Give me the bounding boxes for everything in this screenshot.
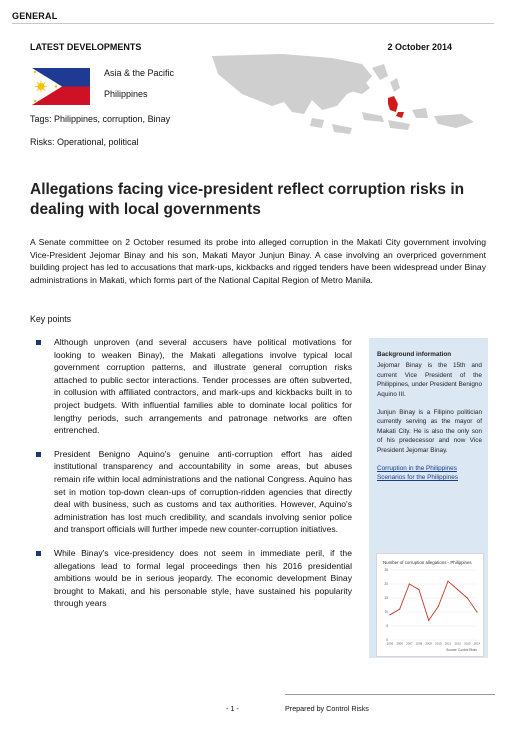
x-tick-label: 2008	[416, 642, 423, 646]
background-para-junjun: Junjun Binay is a Filipino politician cu…	[377, 409, 482, 454]
x-tick-label: 2009	[425, 642, 432, 646]
section-label: GENERAL	[12, 11, 58, 21]
chart-source: Source: Control Risks	[446, 648, 477, 652]
background-para-jejomar: Jejomar Binay is the 15th and current Vi…	[377, 362, 482, 398]
prepared-by: Prepared by Control Risks	[285, 704, 369, 713]
footer-divider	[285, 694, 495, 695]
y-tick-label: 20	[384, 582, 388, 586]
data-point	[408, 583, 410, 585]
x-tick-label: 2013	[464, 642, 471, 646]
page-number: - 1 -	[226, 704, 239, 713]
data-point	[389, 614, 391, 616]
link-scenarios-philippines[interactable]: Scenarios for the Philippines	[377, 474, 458, 482]
philippines-flag-icon	[32, 68, 90, 105]
key-points-list: Although unproven (and several accusers …	[36, 336, 352, 621]
y-tick-label: 25	[384, 568, 388, 572]
key-points-heading: Key points	[30, 314, 72, 324]
country-label: Philippines	[104, 89, 148, 99]
chart-title: Number of corruption allegations - Phili…	[383, 560, 472, 565]
chart-svg: Number of corruption allegations - Phili…	[383, 560, 481, 652]
data-point	[457, 589, 459, 591]
latest-developments-label: LATEST DEVELOPMENTS	[30, 42, 142, 52]
x-tick-label: 2012	[454, 642, 461, 646]
background-heading: Background information	[377, 351, 452, 358]
x-tick-label: 2014	[474, 642, 481, 646]
report-date: 2 October 2014	[387, 42, 452, 52]
y-tick-label: 0	[386, 638, 388, 642]
y-tick-label: 15	[384, 596, 388, 600]
data-point	[399, 608, 401, 610]
data-point	[437, 605, 439, 607]
data-point	[476, 611, 478, 613]
x-tick-label: 2006	[396, 642, 403, 646]
article-intro: A Senate committee on 2 October resumed …	[30, 237, 486, 285]
x-tick-label: 2005	[387, 642, 394, 646]
data-point	[428, 619, 430, 621]
corruption-chart: Number of corruption allegations - Phili…	[376, 553, 484, 657]
key-point-1: Although unproven (and several accusers …	[36, 336, 352, 437]
y-tick-label: 5	[386, 624, 388, 628]
region-label: Asia & the Pacific	[104, 68, 175, 78]
y-tick-label: 10	[384, 610, 388, 614]
x-tick-label: 2011	[445, 642, 452, 646]
data-point	[466, 597, 468, 599]
x-tick-label: 2010	[435, 642, 442, 646]
header-bar: GENERAL	[12, 6, 494, 24]
key-point-3: While Binay's vice-presidency does not s…	[36, 547, 352, 610]
series-line	[389, 580, 478, 622]
risks-line: Risks: Operational, political	[30, 137, 139, 147]
tags-line: Tags: Philippines, corruption, Binay	[30, 114, 171, 124]
asia-pacific-map-icon	[212, 54, 474, 134]
key-point-2: President Benigno Aquino's genuine anti-…	[36, 448, 352, 536]
x-tick-label: 2007	[406, 642, 413, 646]
data-point	[447, 580, 449, 582]
article-title: Allegations facing vice-president reflec…	[30, 181, 465, 218]
link-corruption-philippines[interactable]: Corruption in the Philippines	[377, 465, 457, 473]
data-point	[418, 589, 420, 591]
